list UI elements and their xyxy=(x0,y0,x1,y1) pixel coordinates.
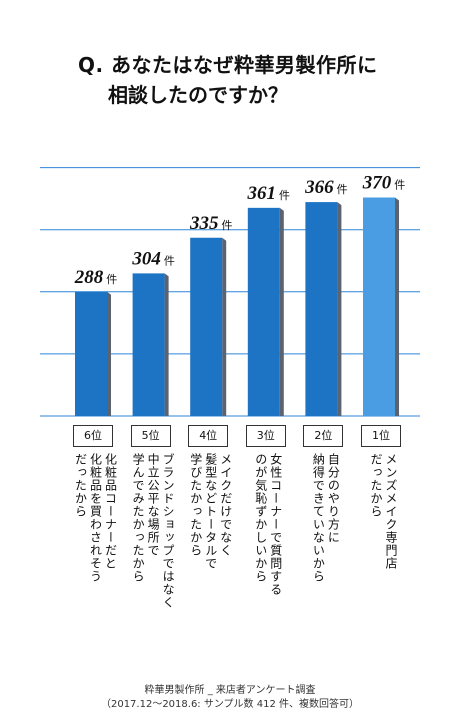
data-label-unit: 件 xyxy=(394,179,405,192)
reason-text: メイクだけでなく 髪型などトータルで 学びたかったから xyxy=(188,453,233,570)
reason-text: 女性コーナーで質問する のが気恥ずかしいから xyxy=(253,453,283,596)
rank-badge: 3位 xyxy=(245,425,286,447)
data-label-value: 366 xyxy=(304,177,334,198)
bar-shadow xyxy=(164,273,169,416)
reason-text: 化粧品コーナーだと 化粧品を買わされそう だったから xyxy=(73,453,118,583)
rank-badge: 6位 xyxy=(73,425,113,447)
data-label: 366 件 xyxy=(304,177,348,198)
bar-shadow xyxy=(279,207,284,416)
bar xyxy=(363,197,395,416)
bar xyxy=(305,202,338,416)
reason-text: メンズメイク専門店 だったから xyxy=(369,453,398,570)
data-label-unit: 件 xyxy=(221,219,232,232)
bar-shadow xyxy=(395,197,399,416)
data-label-unit: 件 xyxy=(106,273,117,286)
bar xyxy=(132,273,165,416)
rank-badge: 5位 xyxy=(130,425,171,447)
reason-text: 自分のやり方に 納得できていないから xyxy=(311,453,341,583)
rank-badge: 1位 xyxy=(361,425,401,447)
data-label: 370 件 xyxy=(362,173,406,194)
chart-title: Q. あなたはなぜ粋華男製作所に 相談したのですか？ xyxy=(78,50,438,110)
data-label: 361 件 xyxy=(247,183,291,204)
data-label-value: 288 xyxy=(74,267,104,288)
data-label-value: 335 xyxy=(189,213,219,234)
title-line-2: 相談したのですか？ xyxy=(108,83,288,107)
rank-badge: 2位 xyxy=(303,425,344,447)
footer-source: 粋華男製作所 _ 来店者アンケート調査 xyxy=(144,685,316,696)
bar xyxy=(247,207,280,416)
rank-badge: 4位 xyxy=(188,425,229,447)
reason-text: ブランドショップではなく 中立公平な場所で 学んでみたかったから xyxy=(131,453,176,609)
title-line-1: Q. あなたはなぜ粋華男製作所に xyxy=(78,53,378,77)
data-label-unit: 件 xyxy=(164,254,175,267)
bar xyxy=(190,237,223,416)
data-label: 304 件 xyxy=(131,248,175,269)
data-label-unit: 件 xyxy=(337,183,348,196)
bar xyxy=(75,291,107,416)
bar-shadow xyxy=(222,237,227,416)
data-label-unit: 件 xyxy=(279,189,290,202)
footer-note: （2017.12〜2018.6: サンプル数 412 件、複数回答可） xyxy=(100,699,360,710)
bar-shadow xyxy=(337,202,342,416)
data-label-value: 361 xyxy=(247,183,277,204)
data-label: 335 件 xyxy=(189,213,233,234)
bar-shadow xyxy=(107,291,111,416)
data-label: 288 件 xyxy=(74,267,118,288)
data-label-value: 370 xyxy=(362,173,392,194)
data-label-value: 304 xyxy=(131,248,161,269)
